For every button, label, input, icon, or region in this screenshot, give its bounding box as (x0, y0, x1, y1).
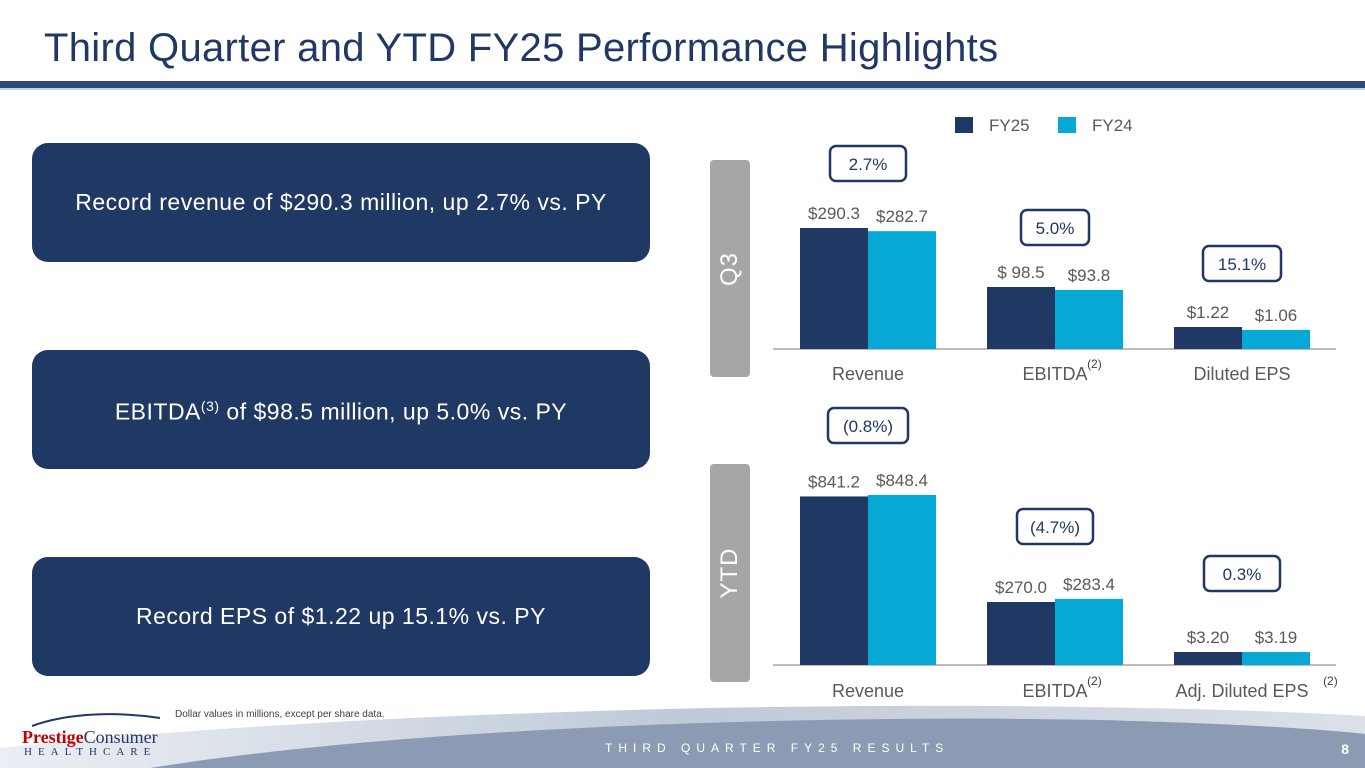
change-label: 15.1% (1218, 255, 1266, 274)
bar-q3-diluted-eps-fy25 (1174, 327, 1242, 349)
change-label: (4.7%) (1030, 518, 1080, 537)
bar-q3-revenue-fy24 (868, 231, 936, 349)
data-label: $93.8 (1068, 266, 1111, 285)
logo-arc (31, 713, 161, 727)
change-box (1202, 554, 1282, 593)
category-label: Diluted EPS (1193, 364, 1290, 384)
page-number: 8 (1341, 741, 1349, 757)
category-footnote: (2) (1087, 674, 1102, 688)
footer-text: THIRD QUARTER FY25 RESULTS (605, 741, 950, 755)
ytd-chart: $841.2 $848.4 Revenue (0.8%) $270.0 $283.4 EBI… (773, 406, 1338, 701)
highlight-ebitda-footnote: (3) (200, 398, 220, 415)
data-label: $3.19 (1255, 628, 1298, 647)
data-label: $1.22 (1187, 303, 1230, 322)
logo-brand-b: Consumer (83, 727, 158, 747)
category-footnote: (2) (1323, 674, 1338, 688)
page-title: Third Quarter and YTD FY25 Performance H… (44, 26, 999, 70)
highlight-ebitda-pre: EBITDA (114, 398, 201, 425)
footnote: Dollar values in millions, except per sh… (175, 709, 385, 720)
company-logo: PrestigeConsumer (22, 727, 158, 748)
highlight-ebitda-post: of $98.5 million, up 5.0% vs. PY (219, 398, 568, 425)
bar-q3-revenue-fy25 (800, 228, 868, 349)
legend-label-fy24: FY24 (1092, 116, 1133, 135)
bar-q3-diluted-eps-fy24 (1242, 329, 1310, 349)
category-label: EBITDA (1022, 364, 1087, 384)
change-label: 5.0% (1036, 219, 1075, 238)
change-box (828, 144, 908, 183)
change-label: 2.7% (849, 155, 888, 174)
change-box (826, 406, 910, 445)
data-label: $283.4 (1063, 575, 1115, 594)
highlight-ebitda-text: EBITDA(3) of $98.5 million, up 5.0% vs. … (115, 392, 567, 427)
bar-ytd-ebitda-fy25 (987, 602, 1055, 665)
data-label: $848.4 (876, 471, 928, 490)
logo-subtitle: HEALTHCARE (24, 746, 157, 758)
highlight-revenue: Record revenue of $290.3 million, up 2.7… (32, 143, 650, 262)
chart-legend: FY25 FY24 (955, 116, 1133, 135)
data-label: $282.7 (876, 207, 928, 226)
data-label: $3.20 (1187, 628, 1230, 647)
data-label: $ 98.5 (997, 263, 1044, 282)
title-divider-shadow (0, 88, 1365, 90)
highlight-ebitda: EBITDA(3) of $98.5 million, up 5.0% vs. … (32, 350, 650, 469)
bar-q3-ebitda-fy25 (987, 287, 1055, 349)
category-label: Revenue (832, 364, 904, 384)
data-label: $1.06 (1255, 306, 1298, 325)
bar-ytd-ebitda-fy24 (1055, 598, 1123, 665)
bar-q3-ebitda-fy24 (1055, 289, 1123, 349)
ytd-side-label: YTD (710, 464, 750, 682)
title-divider (0, 81, 1365, 88)
q3-chart: $290.3 $282.7 Revenue 2.7% $ 98.5 $93.8 EBITDA… (773, 144, 1336, 384)
change-box (1015, 507, 1095, 546)
bar-ytd-adj-diluted-eps-fy25 (1174, 652, 1242, 665)
data-label: $290.3 (808, 204, 860, 223)
logo-brand-a: Prestige (22, 727, 84, 747)
data-label: $270.0 (995, 578, 1047, 597)
bar-ytd-revenue-fy25 (800, 496, 868, 665)
change-box (1201, 244, 1283, 283)
legend-swatch-fy24 (1058, 117, 1076, 133)
data-label: $841.2 (808, 472, 860, 491)
highlight-eps: Record EPS of $1.22 up 15.1% vs. PY (32, 557, 650, 676)
legend-swatch-fy25 (955, 117, 973, 133)
category-footnote: (2) (1087, 357, 1102, 371)
category-label: Adj. Diluted EPS (1175, 681, 1308, 701)
highlight-revenue-text: Record revenue of $290.3 million, up 2.7… (75, 189, 607, 215)
bar-ytd-revenue-fy24 (868, 495, 936, 665)
category-label: Revenue (832, 681, 904, 701)
change-box (1019, 208, 1091, 247)
change-label: 0.3% (1223, 565, 1262, 584)
bar-ytd-adj-diluted-eps-fy24 (1242, 652, 1310, 665)
category-label: EBITDA (1022, 681, 1087, 701)
change-label: (0.8%) (843, 417, 893, 436)
legend-label-fy25: FY25 (989, 116, 1030, 135)
q3-side-label: Q3 (710, 160, 750, 377)
footer-swoosh-dark (150, 718, 1365, 768)
highlight-eps-text: Record EPS of $1.22 up 15.1% vs. PY (135, 603, 546, 629)
